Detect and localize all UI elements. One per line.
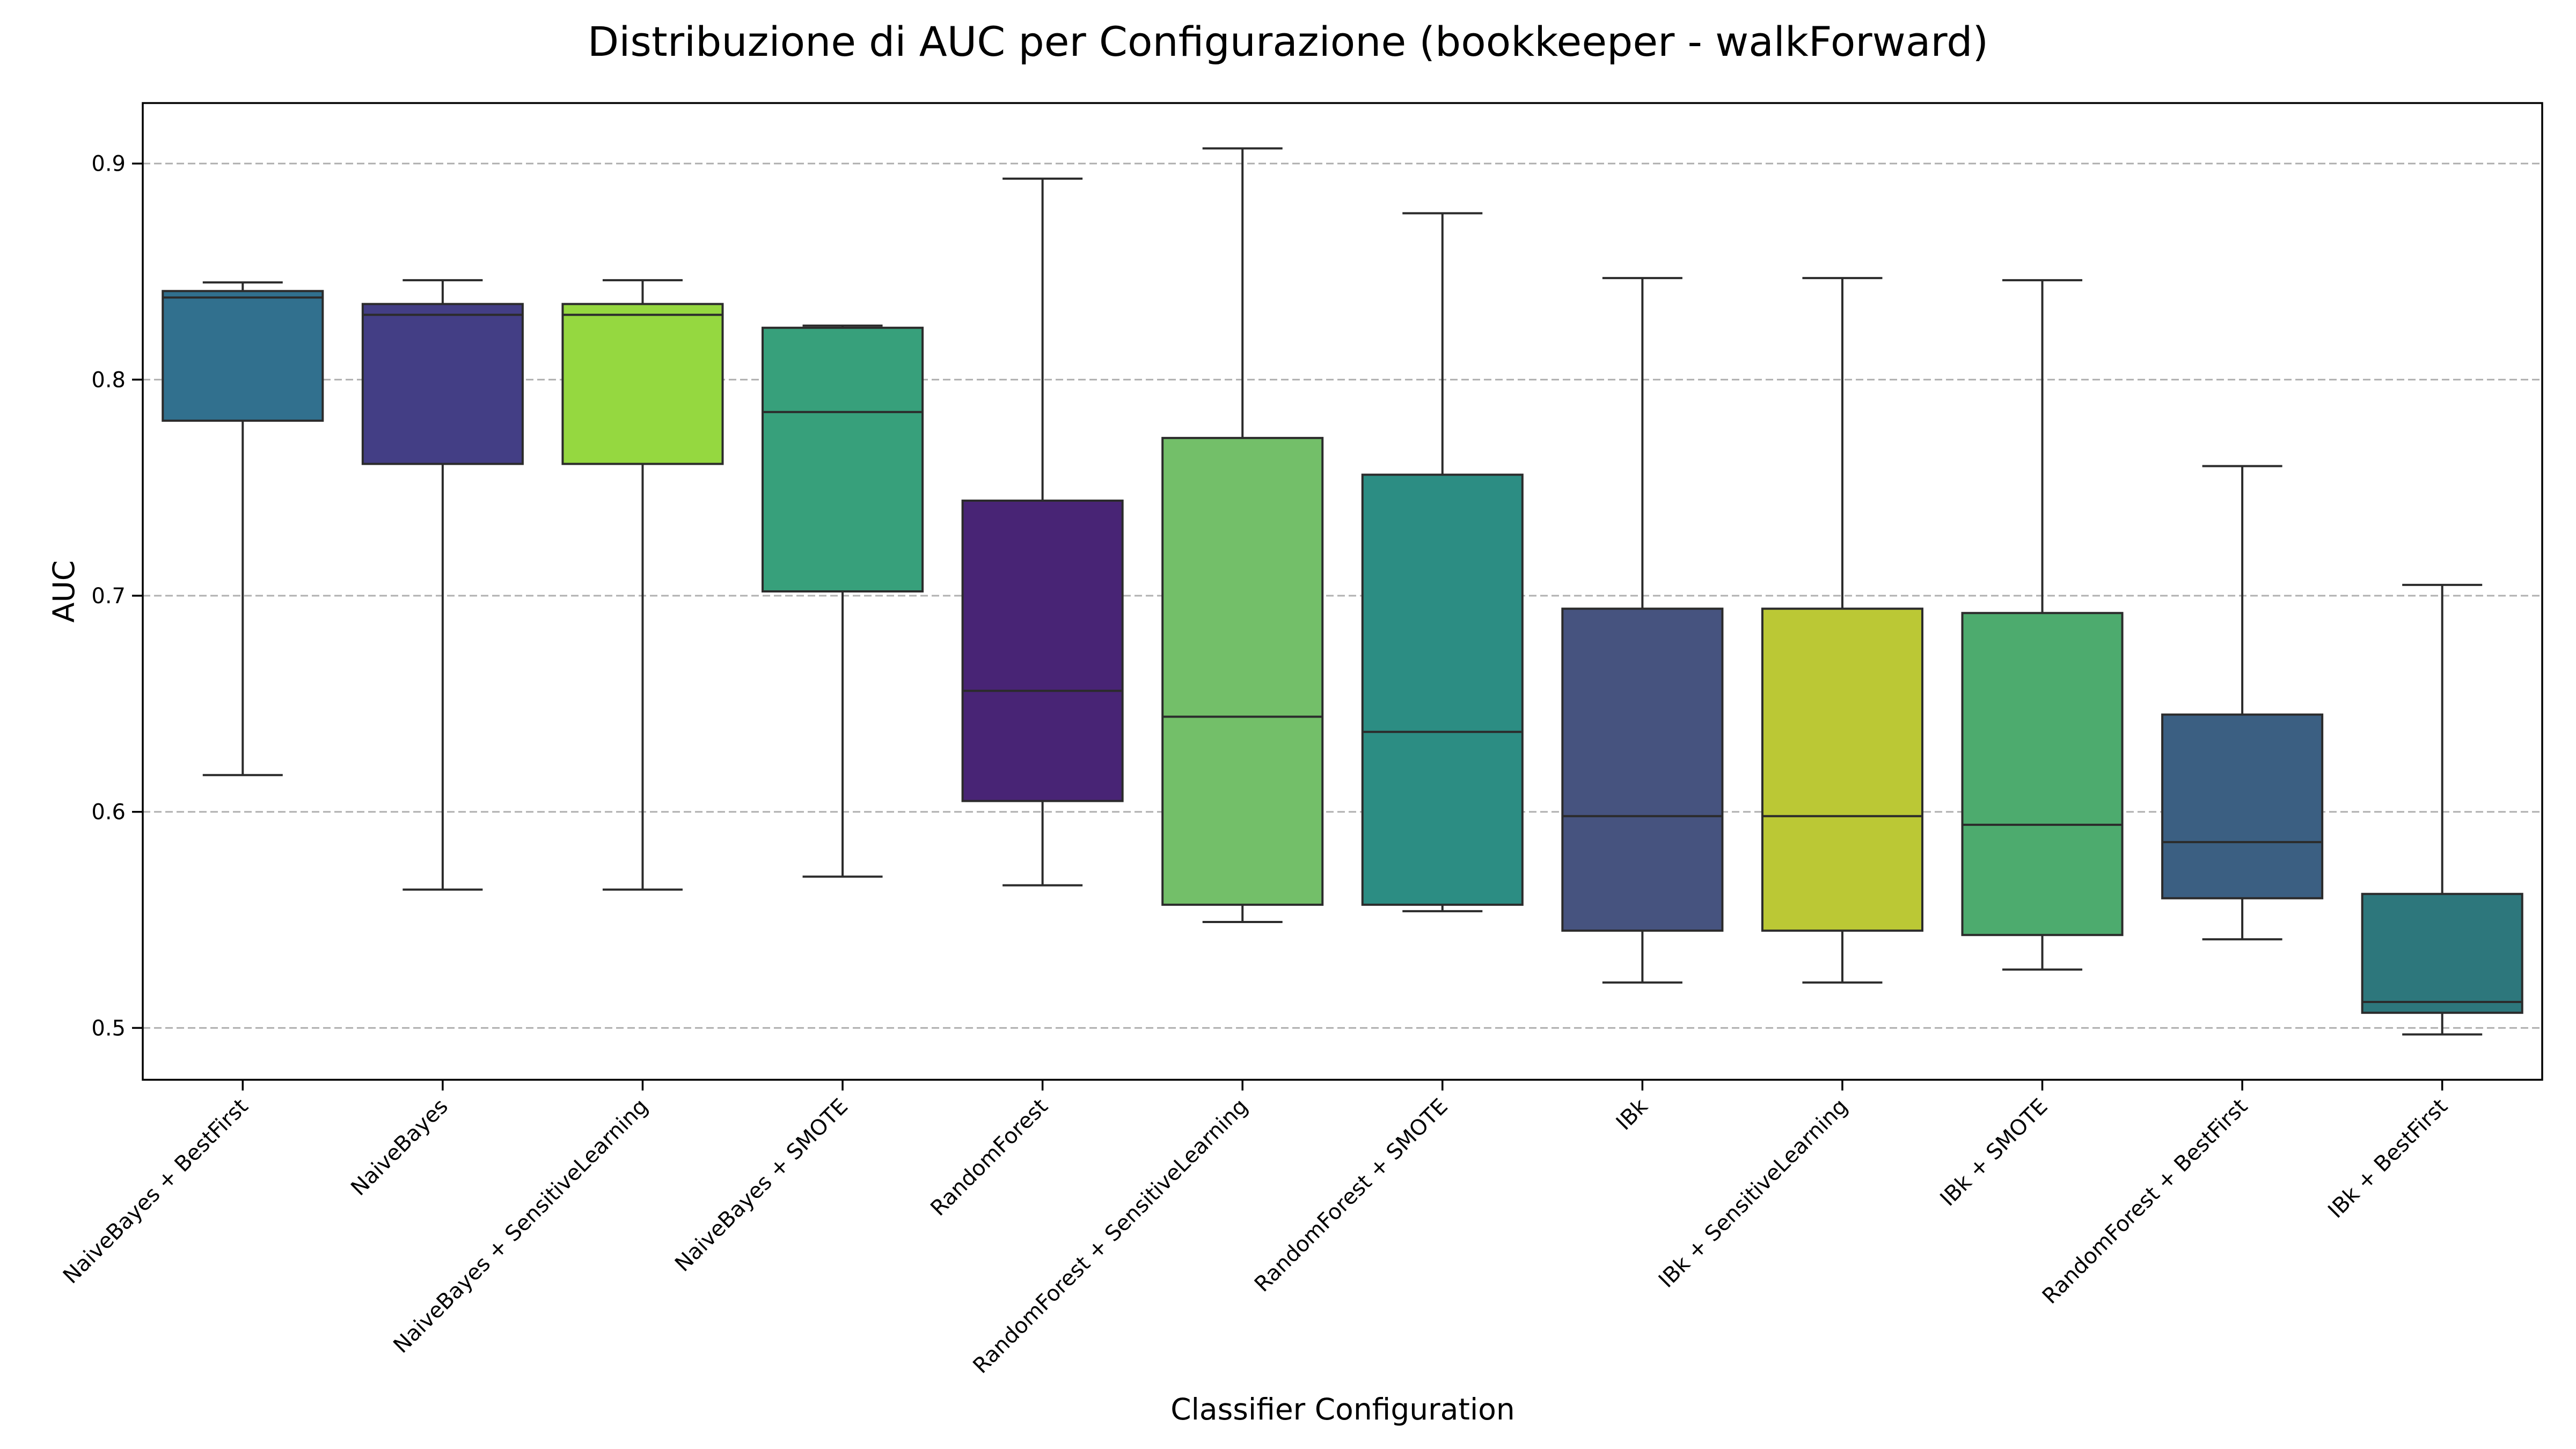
x-tick-label: NaiveBayes (346, 1094, 453, 1201)
iqr-box (561, 303, 724, 465)
iqr-box (162, 290, 324, 422)
box-group (561, 279, 724, 891)
box-group (2361, 583, 2523, 1036)
x-tick-label: IBk + SMOTE (1936, 1094, 2053, 1211)
x-tick-label: IBk (1612, 1094, 1653, 1135)
iqr-box (2361, 892, 2523, 1014)
box-group (1361, 212, 1524, 912)
x-tick-label: IBk + SensitiveLearning (1654, 1094, 1853, 1293)
box-group (361, 279, 524, 891)
y-tick-label: 0.8 (91, 368, 126, 392)
box-group (961, 177, 1124, 887)
box-group (762, 324, 924, 878)
x-tick-label: RandomForest + SMOTE (1250, 1094, 1453, 1297)
iqr-box (361, 303, 524, 465)
box-plot-series (162, 147, 2523, 1036)
iqr-box (961, 499, 1124, 802)
chart-title: Distribuzione di AUC per Configurazione … (588, 18, 1988, 65)
box-group (1561, 277, 1724, 984)
x-tick-label: RandomForest + BestFirst (2038, 1094, 2252, 1309)
plot-area-frame (142, 102, 2543, 1081)
box-group (2161, 465, 2324, 941)
box-group (1161, 147, 1324, 924)
y-axis-label: AUC (47, 560, 81, 623)
y-tick-label: 0.9 (91, 152, 126, 177)
x-tick-label: NaiveBayes + SMOTE (670, 1094, 853, 1277)
x-axis-ticks: NaiveBayes + BestFirst NaiveBayes NaiveBay… (58, 1080, 2453, 1378)
x-tick-label: NaiveBayes + BestFirst (58, 1094, 253, 1289)
grid-lines (143, 163, 2542, 1029)
iqr-box (1161, 437, 1324, 906)
x-tick-label: RandomForest (926, 1094, 1052, 1221)
box-group (1961, 279, 2124, 971)
x-axis-label: Classifier Configuration (1170, 1392, 1515, 1426)
iqr-box (1761, 608, 1923, 932)
y-tick-label: 0.5 (91, 1016, 126, 1041)
y-tick-label: 0.7 (91, 584, 126, 609)
box-group (1761, 277, 1923, 984)
y-axis-ticks: 0.5 0.6 0.7 0.8 0.9 (91, 152, 143, 1041)
iqr-box (1361, 473, 1524, 906)
x-tick-label: IBk + BestFirst (2323, 1094, 2452, 1223)
iqr-box (762, 326, 924, 592)
iqr-box (1961, 612, 2124, 936)
y-tick-label: 0.6 (91, 800, 126, 825)
box-group (162, 281, 324, 777)
iqr-box (1561, 608, 1724, 932)
iqr-box (2161, 713, 2324, 899)
